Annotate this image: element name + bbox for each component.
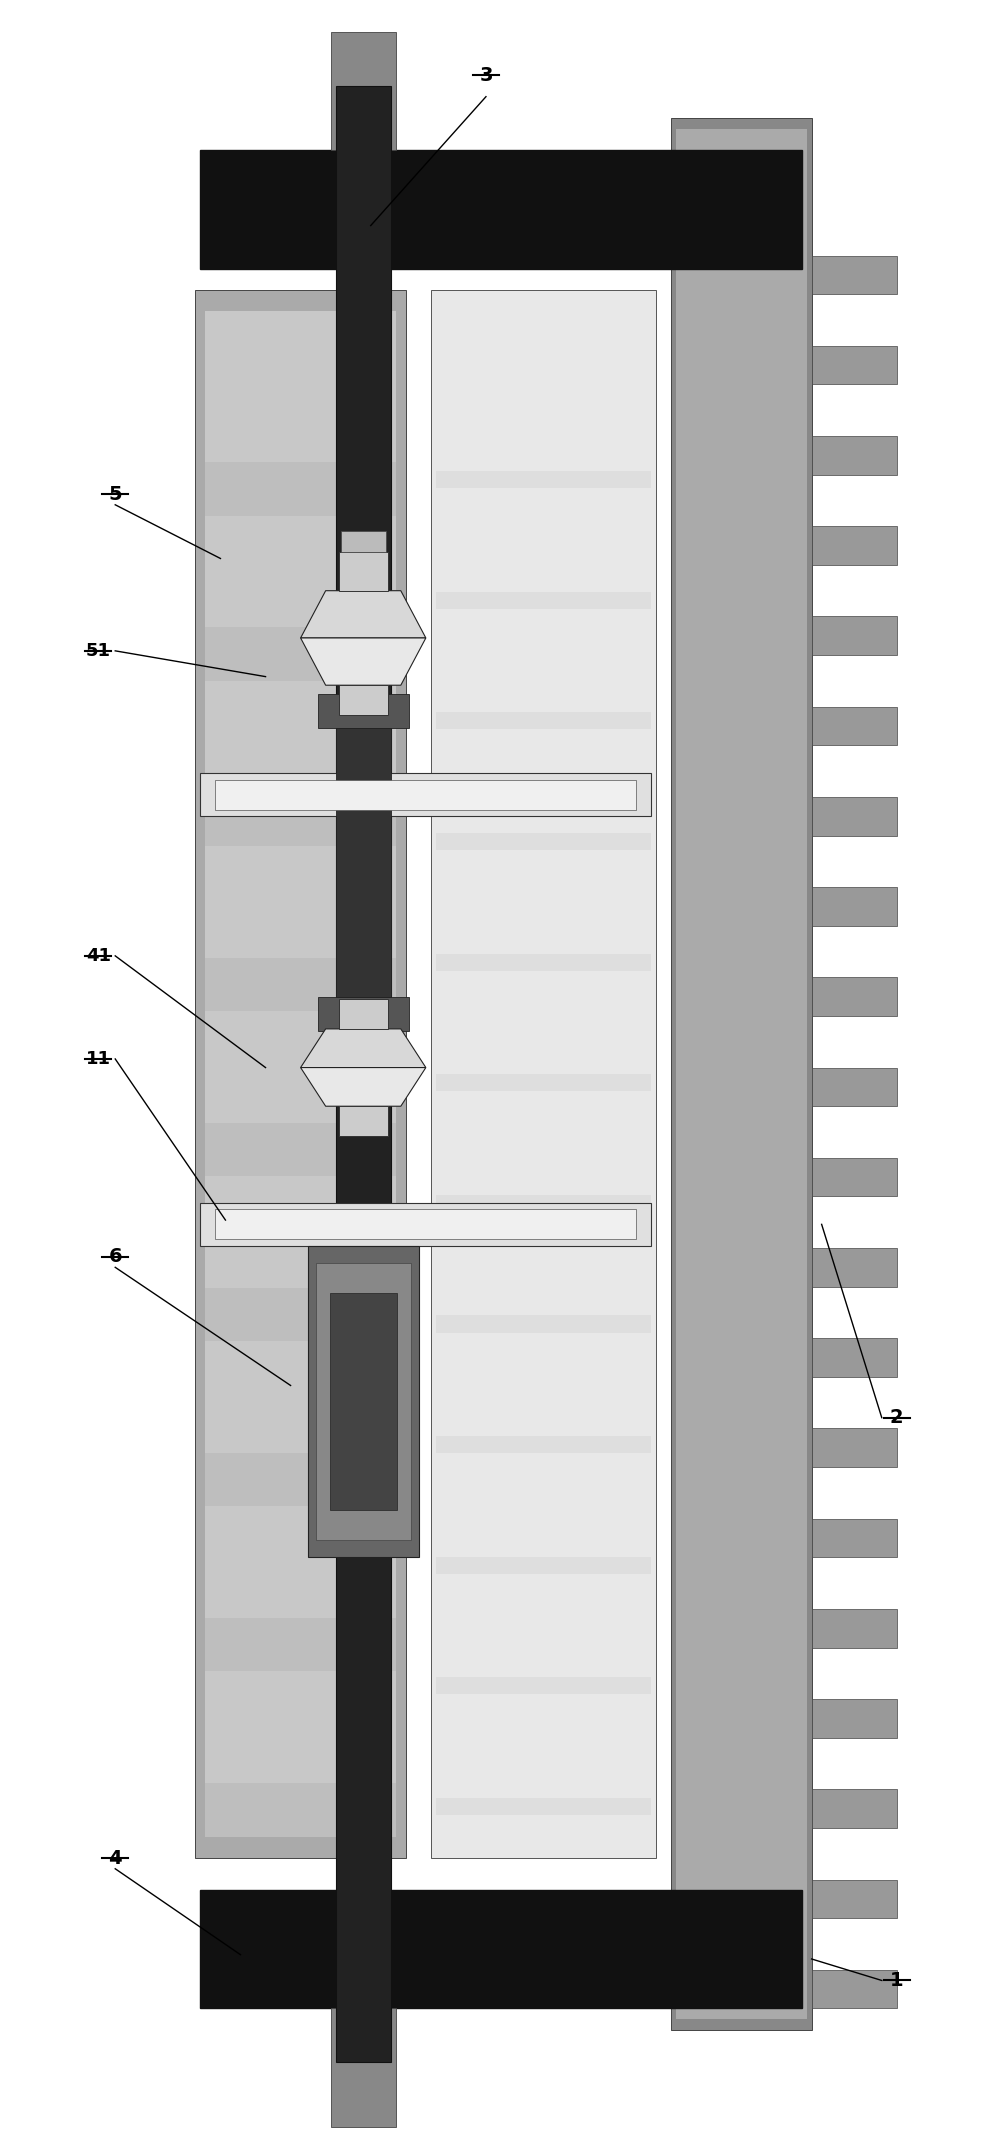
Bar: [318, 997, 409, 1031]
Bar: [436, 1678, 651, 1695]
Polygon shape: [301, 591, 426, 638]
Bar: [436, 1437, 651, 1454]
Bar: [436, 1557, 651, 1574]
Polygon shape: [301, 1068, 426, 1106]
Bar: [205, 1617, 396, 1671]
Text: 4: 4: [108, 1849, 122, 1867]
Bar: [436, 1074, 651, 1091]
Bar: [676, 129, 807, 2019]
Bar: [205, 1287, 396, 1340]
Bar: [205, 1452, 396, 1506]
Bar: [812, 1068, 897, 1106]
Bar: [205, 1123, 396, 1177]
Bar: [812, 1880, 897, 1918]
Bar: [205, 462, 396, 516]
Bar: [436, 470, 651, 488]
Bar: [336, 728, 391, 997]
Text: 2: 2: [890, 1409, 904, 1426]
Bar: [812, 1519, 897, 1557]
Bar: [205, 958, 396, 1012]
Text: 5: 5: [108, 485, 122, 503]
Bar: [812, 1158, 897, 1196]
Bar: [812, 797, 897, 836]
Polygon shape: [301, 1029, 426, 1068]
Bar: [339, 999, 388, 1029]
Bar: [336, 86, 391, 2062]
Bar: [671, 118, 812, 2030]
Bar: [341, 531, 386, 552]
Bar: [436, 713, 651, 730]
Bar: [339, 552, 388, 591]
Bar: [308, 1246, 419, 1557]
Bar: [215, 780, 636, 810]
Text: 51: 51: [86, 642, 110, 659]
Bar: [436, 833, 651, 851]
Bar: [205, 1783, 396, 1837]
Bar: [812, 887, 897, 926]
Bar: [812, 526, 897, 565]
Bar: [436, 591, 651, 608]
Bar: [436, 1194, 651, 1211]
Bar: [318, 694, 409, 728]
Bar: [812, 707, 897, 745]
Bar: [431, 290, 656, 1858]
Bar: [812, 1248, 897, 1287]
Bar: [812, 977, 897, 1016]
Bar: [812, 1609, 897, 1648]
Bar: [331, 2008, 396, 2127]
Bar: [812, 616, 897, 655]
Bar: [812, 436, 897, 475]
Bar: [436, 1798, 651, 1815]
Text: 6: 6: [108, 1248, 122, 1265]
Bar: [205, 627, 396, 681]
Bar: [205, 793, 396, 846]
Bar: [330, 1293, 397, 1510]
Bar: [200, 773, 651, 816]
Text: 11: 11: [86, 1050, 110, 1068]
Bar: [215, 1209, 636, 1239]
Bar: [200, 150, 802, 268]
Text: 41: 41: [86, 947, 110, 964]
Bar: [812, 1428, 897, 1467]
Bar: [339, 1106, 388, 1136]
Bar: [200, 1203, 651, 1246]
Bar: [812, 1970, 897, 2008]
Bar: [195, 290, 406, 1858]
Polygon shape: [301, 638, 426, 685]
Bar: [812, 1338, 897, 1377]
Bar: [812, 256, 897, 294]
Text: 3: 3: [479, 67, 493, 84]
Bar: [316, 1263, 411, 1540]
Bar: [812, 346, 897, 384]
Bar: [331, 32, 396, 150]
Bar: [205, 311, 396, 1837]
Bar: [339, 685, 388, 715]
Bar: [436, 954, 651, 971]
Bar: [200, 1890, 802, 2008]
Bar: [812, 1789, 897, 1828]
Bar: [812, 1699, 897, 1738]
Bar: [436, 1315, 651, 1332]
Text: 1: 1: [890, 1972, 904, 1989]
